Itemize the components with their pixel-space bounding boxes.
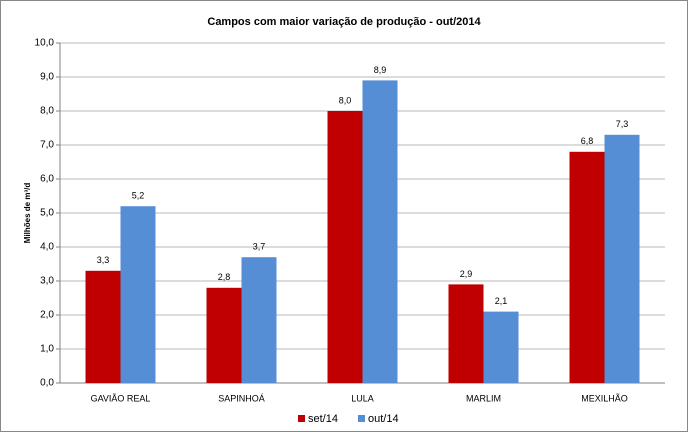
y-tick-label: 3,0 [40, 276, 54, 287]
value-label: 2,8 [218, 272, 231, 282]
x-tick-label: GAVIÃO REAL [91, 393, 151, 403]
y-tick-label: 8,0 [40, 106, 54, 117]
y-tick-label: 1,0 [40, 344, 54, 355]
y-tick-label: 7,0 [40, 140, 54, 151]
y-tick-label: 2,0 [40, 310, 54, 321]
bar [120, 206, 156, 383]
x-tick-label: LULA [351, 393, 374, 403]
y-tick-label: 4,0 [40, 242, 54, 253]
legend-label: set/14 [308, 413, 338, 425]
value-label: 5,2 [132, 191, 145, 201]
bar [448, 284, 484, 383]
y-tick-label: 0,0 [40, 378, 54, 389]
bar [569, 151, 605, 383]
bar [206, 287, 242, 383]
y-tick-label: 6,0 [40, 174, 54, 185]
value-label: 8,9 [374, 65, 387, 75]
value-label: 2,1 [495, 296, 508, 306]
bar [604, 134, 640, 383]
value-label: 3,3 [97, 255, 110, 265]
y-axis-label: Milhões de m³/d [23, 183, 32, 244]
bar [483, 311, 519, 383]
y-tick-label: 9,0 [40, 72, 54, 83]
legend-label: out/14 [368, 413, 399, 425]
x-tick-label: SAPINHOÁ [218, 393, 265, 403]
chart-title: Campos com maior variação de produção - … [207, 16, 481, 28]
value-label: 8,0 [339, 95, 352, 105]
value-label: 3,7 [253, 242, 266, 252]
value-label: 7,3 [616, 119, 629, 129]
legend-swatch [298, 415, 305, 422]
y-tick-label: 10,0 [35, 38, 55, 49]
x-tick-label: MEXILHÃO [581, 393, 628, 403]
x-tick-label: MARLIM [466, 393, 501, 403]
value-label: 6,8 [581, 136, 594, 146]
bar [85, 270, 121, 383]
y-tick-label: 5,0 [40, 208, 54, 219]
legend-swatch [358, 415, 365, 422]
bar [362, 80, 398, 384]
bar [327, 111, 363, 383]
bar [241, 257, 277, 383]
value-label: 2,9 [460, 269, 473, 279]
